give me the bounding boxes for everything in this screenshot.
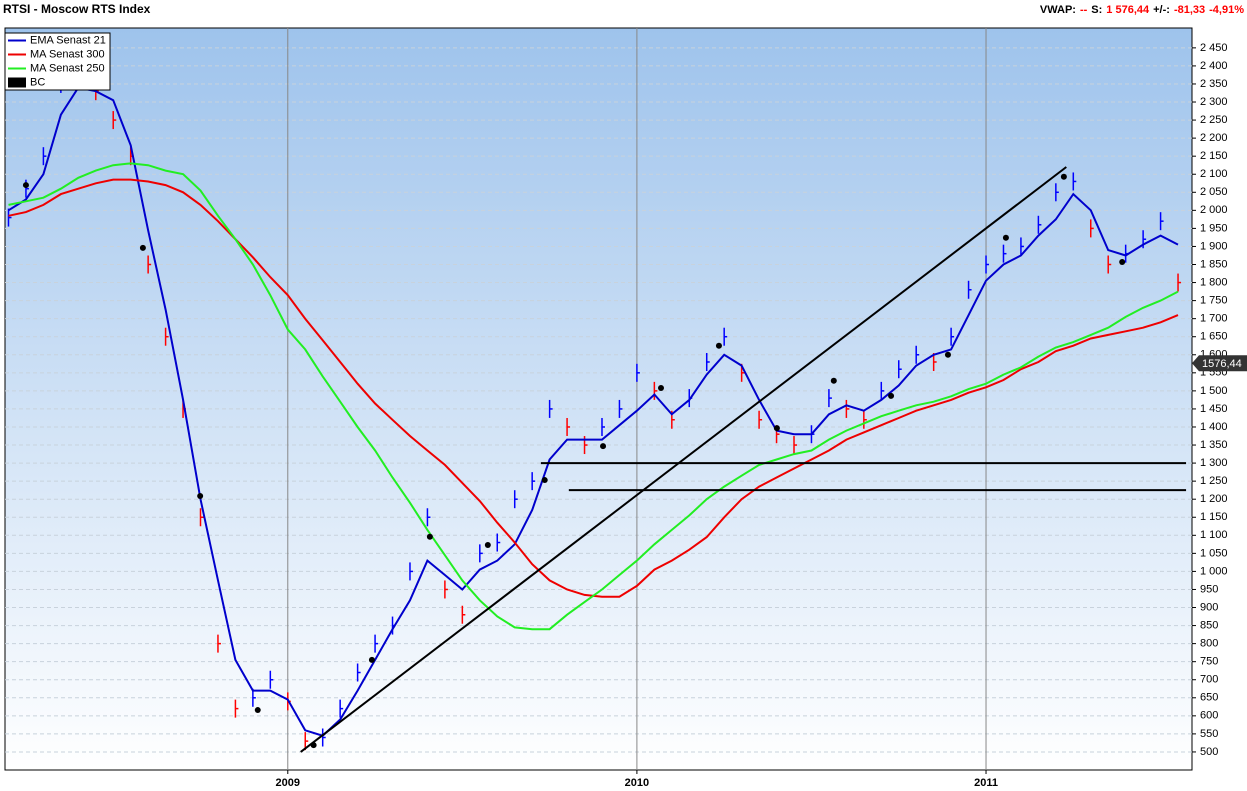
marks <box>7 56 1187 753</box>
marker-dot <box>1119 258 1126 265</box>
y-tick-label: 1 050 <box>1200 547 1228 559</box>
y-tick-label: 1 750 <box>1200 295 1228 307</box>
marker-dot <box>310 742 317 749</box>
y-tick-label: 2 450 <box>1200 42 1228 54</box>
header-item: -81,33 <box>1174 4 1205 16</box>
header-item: +/-: <box>1153 4 1170 16</box>
header-item: VWAP: <box>1040 4 1076 16</box>
y-tick-label: 2 350 <box>1200 78 1228 90</box>
header-stats: VWAP: -- S: 1 576,44 +/-: -81,33 -4,91% <box>1040 4 1244 16</box>
x-tick-label: 2010 <box>625 777 649 789</box>
y-tick-label: 1 450 <box>1200 403 1228 415</box>
marker-dot <box>715 342 722 349</box>
y-tick-label: 2 300 <box>1200 96 1228 108</box>
y-tick-label: 1 350 <box>1200 439 1228 451</box>
marker-dot <box>944 351 951 358</box>
y-tick-label: 700 <box>1200 674 1218 686</box>
y-tick-label: 900 <box>1200 601 1218 613</box>
y-tick-label: 1 850 <box>1200 258 1228 270</box>
y-tick-label: 1 100 <box>1200 529 1228 541</box>
y-tick-label: 950 <box>1200 583 1218 595</box>
x-tick-label: 2009 <box>276 777 300 789</box>
marker-dot <box>830 377 837 384</box>
marker-dot <box>657 384 664 391</box>
y-tick-label: 2 050 <box>1200 186 1228 198</box>
y-tick-label: 2 400 <box>1200 60 1228 72</box>
y-tick-label: 1 800 <box>1200 276 1228 288</box>
y-tick-label: 800 <box>1200 638 1218 650</box>
y-tick-label: 600 <box>1200 710 1218 722</box>
y-tick-label: 1 950 <box>1200 222 1228 234</box>
y-tick-label: 850 <box>1200 619 1218 631</box>
y-tick-label: 1 200 <box>1200 493 1228 505</box>
y-tick-label: 650 <box>1200 692 1218 704</box>
marker-dot <box>888 392 895 399</box>
marker-dot <box>1002 234 1009 241</box>
marker-dot <box>254 707 261 714</box>
legend-label: BC <box>30 76 45 88</box>
marker-dot <box>139 244 146 251</box>
y-tick-label: 1 300 <box>1200 457 1228 469</box>
y-tick-label: 1 650 <box>1200 331 1228 343</box>
marker-dot <box>600 443 607 450</box>
legend-label: MA Senast 250 <box>30 62 105 74</box>
marker-dot <box>484 542 491 549</box>
marker-dot <box>1060 173 1067 180</box>
legend-label: EMA Senast 21 <box>30 34 106 46</box>
y-tick-label: 2 250 <box>1200 114 1228 126</box>
x-tick-label: 2011 <box>974 777 998 789</box>
chart-title: RTSI - Moscow RTS Index <box>3 2 151 16</box>
y-tick-label: 500 <box>1200 746 1218 758</box>
y-tick-label: 550 <box>1200 728 1218 740</box>
last-value-label: 1576,44 <box>1202 358 1242 370</box>
header-item: S: <box>1091 4 1102 16</box>
y-tick-label: 1 000 <box>1200 565 1228 577</box>
y-tick-label: 2 000 <box>1200 204 1228 216</box>
marker-dot <box>22 182 29 189</box>
y-tick-label: 1 500 <box>1200 385 1228 397</box>
marker-dot <box>368 656 375 663</box>
y-tick-label: 1 150 <box>1200 511 1228 523</box>
trend-line <box>300 166 1067 753</box>
y-tick-label: 1 250 <box>1200 475 1228 487</box>
marker-dot <box>197 492 204 499</box>
y-tick-label: 1 900 <box>1200 240 1228 252</box>
legend: EMA Senast 21 MA Senast 300 MA Senast 250 B… <box>4 32 111 91</box>
series-line <box>8 162 1179 631</box>
header-item: -4,91% <box>1209 4 1244 16</box>
y-tick-label: 2 200 <box>1200 132 1228 144</box>
header-item: 1 576,44 <box>1106 4 1150 16</box>
header-item: -- <box>1080 4 1088 16</box>
series-line <box>7 86 1179 737</box>
y-tick-label: 1 400 <box>1200 421 1228 433</box>
grid <box>5 28 1192 770</box>
axis: 500 550 600 650 700 750 800 850 900 950 1 000 1 050… <box>276 42 1247 789</box>
legend-label: MA Senast 300 <box>30 48 105 60</box>
marker-dot <box>773 425 780 432</box>
plot-area <box>4 27 1193 771</box>
y-tick-label: 1 700 <box>1200 313 1228 325</box>
last-value-box <box>1192 355 1247 372</box>
y-tick-label: 2 100 <box>1200 168 1228 180</box>
y-tick-label: 2 150 <box>1200 150 1228 162</box>
legend-swatch <box>8 77 26 88</box>
y-tick-label: 750 <box>1200 656 1218 668</box>
marker-dot <box>426 533 433 540</box>
marker-dot <box>541 477 548 484</box>
